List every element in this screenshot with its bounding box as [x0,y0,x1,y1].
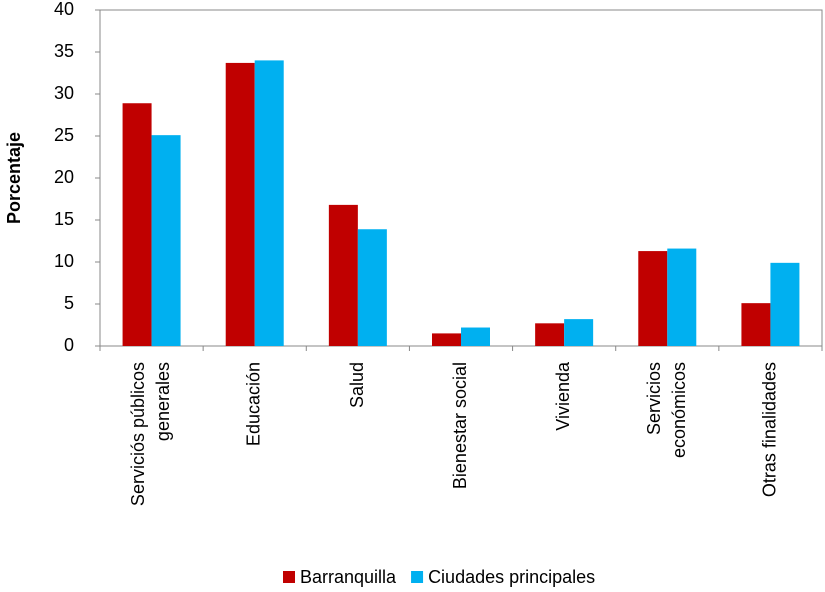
y-tick-label: 35 [54,41,74,61]
y-tick-label: 25 [54,125,74,145]
legend-label: Barranquilla [300,567,397,587]
x-tick-label: Bienestar social [450,362,470,489]
bar [741,303,771,346]
bar [225,62,255,347]
x-tick-label: Serviciós públicos generales [128,362,173,506]
legend-swatch [283,571,295,583]
bar [667,248,697,346]
bar [535,323,565,346]
legend-swatch [411,571,424,583]
y-tick-label: 40 [54,0,74,19]
y-tick-label: 0 [64,335,74,355]
bar [432,333,461,346]
bar [357,229,387,346]
x-tick-label: Otras finalidades [759,362,779,497]
x-tick-label: Vivienda [553,361,573,431]
y-tick-label: 30 [54,83,74,103]
legend-label: Ciudades principales [428,567,595,587]
bar [770,262,800,346]
y-tick-label: 15 [54,209,74,229]
bar [564,319,594,346]
plot-frame [99,9,823,347]
bar [151,135,181,346]
bar [638,251,668,346]
y-tick-label: 20 [54,167,74,187]
y-tick-label: 10 [54,251,74,271]
bar [328,204,358,346]
x-tick-label: Servicios económicos [644,362,689,458]
y-axis-title: Porcentaje [4,132,24,224]
x-tick-label: Salud [347,362,367,408]
bar [461,327,490,346]
y-tick-label: 5 [64,293,74,313]
x-tick-label: Educación [243,362,263,446]
bar [122,103,152,347]
bar [254,60,284,347]
